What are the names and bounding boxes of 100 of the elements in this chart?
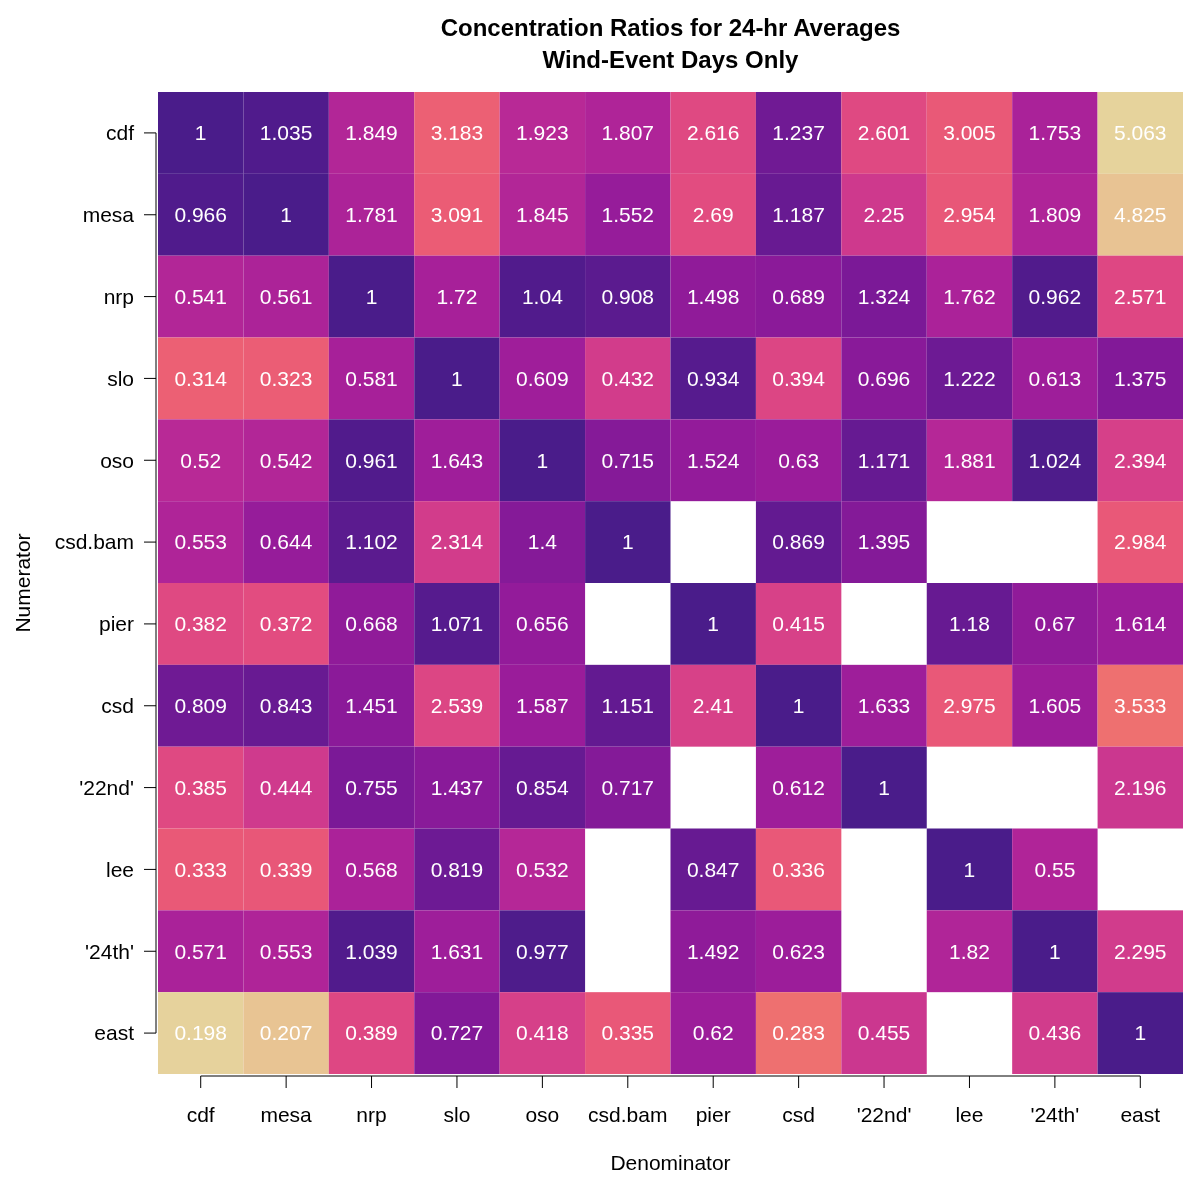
data-label: 0.962 [1028,284,1082,308]
data-label: 1 [878,775,890,799]
data-label: 1.04 [521,284,564,308]
data-label: 2.295 [1114,939,1167,963]
data-label: 0.966 [174,203,227,227]
data-label: 1.845 [516,203,569,227]
x-tick-label: pier [695,1103,731,1126]
y-tick-label: '22nd' [79,775,134,799]
x-tick-label: '24th' [1030,1103,1080,1126]
data-label: 0.415 [772,612,825,636]
data-label: 0.542 [259,448,313,472]
y-tick-label: lee [105,857,134,881]
data-label: 0.336 [772,857,825,881]
data-label: 1 [1049,939,1061,963]
data-label: 1.151 [601,694,655,718]
data-label: 2.975 [943,694,996,718]
data-label: 1.633 [857,694,911,718]
data-label: 1.071 [430,612,484,636]
x-tick-label: csd [782,1103,815,1126]
data-label: 2.571 [1114,284,1167,308]
data-label: 0.62 [692,1021,734,1045]
data-label: 1.809 [1028,203,1082,227]
data-label: 3.005 [943,121,996,145]
data-label: 2.25 [863,203,905,227]
y-tick-label: csd.bam [54,530,134,554]
y-tick-label: cdf [105,121,135,145]
data-label: 5.063 [1114,121,1167,145]
data-label: 1.498 [686,284,740,308]
data-label: 0.436 [1028,1021,1082,1045]
data-label: 1 [194,121,207,145]
data-label: 1.237 [772,121,825,145]
data-label: 0.644 [259,530,313,554]
data-label: 0.908 [601,284,655,308]
data-label: 0.715 [601,448,655,472]
data-label: 1.781 [345,203,398,227]
data-label: 4.825 [1114,203,1167,227]
y-tick-label: oso [100,448,134,472]
data-label: 2.539 [430,694,484,718]
data-label: 1.753 [1028,121,1082,145]
x-tick-label: '22nd' [856,1103,912,1126]
x-tick-label: slo [443,1103,471,1126]
data-label: 1.614 [1114,612,1167,636]
data-label: 1.18 [949,612,990,636]
data-label: 1 [451,366,463,390]
data-label: 0.207 [259,1021,313,1045]
data-label: 0.581 [345,366,398,390]
data-label: 1 [365,284,378,308]
data-label: 0.755 [345,775,398,799]
data-label: 1.222 [943,366,996,390]
data-label: 0.696 [857,366,911,390]
data-label: 0.385 [174,775,227,799]
data-label: 0.613 [1028,366,1082,390]
data-label: 2.954 [943,203,997,227]
data-label: 1.587 [516,694,569,718]
data-label: 0.612 [772,775,825,799]
data-label: 0.847 [686,857,740,881]
y-tick-label: mesa [82,203,135,227]
data-label: 0.444 [259,775,313,799]
data-label: 1.923 [516,121,569,145]
data-label: 0.934 [686,366,740,390]
data-label: 1 [280,203,292,227]
data-label: 0.561 [259,284,313,308]
data-label: 1.492 [686,939,740,963]
x-tick-label: nrp [356,1103,387,1126]
data-label: 0.609 [516,366,569,390]
data-label: 1.024 [1028,448,1082,472]
data-label: 0.717 [601,775,655,799]
data-label: 0.382 [174,612,227,636]
data-label: 0.394 [772,366,826,390]
data-label: 0.727 [430,1021,484,1045]
data-label: 2.616 [686,121,740,145]
x-tick-label: east [1120,1103,1161,1126]
y-tick-label: pier [98,612,134,636]
data-label: 0.335 [601,1021,655,1045]
data-label: 0.198 [174,1021,227,1045]
data-label: 0.571 [174,939,227,963]
data-label: 1.187 [772,203,825,227]
data-label: 0.432 [601,366,655,390]
data-label: 1.324 [857,284,911,308]
data-label: 0.689 [772,284,825,308]
data-label: 0.333 [174,857,227,881]
x-tick-label: lee [955,1103,984,1126]
data-label: 1 [963,857,976,881]
data-label: 1.171 [857,448,911,472]
data-label: 0.63 [778,448,820,472]
data-label: 1.605 [1028,694,1082,718]
x-tick-label: csd.bam [588,1103,668,1126]
data-label: 1.035 [259,121,313,145]
data-label: 0.389 [345,1021,398,1045]
x-tick-label: mesa [260,1103,313,1126]
data-label: 1.849 [345,121,398,145]
data-label: 0.854 [516,775,569,799]
data-label: 1.395 [857,530,911,554]
data-label: 0.553 [174,530,227,554]
data-label: 1.451 [345,694,398,718]
data-label: 0.541 [174,284,227,308]
chart-subtitle: Wind-Event Days Only [542,46,800,73]
y-axis-title: Numerator [11,533,34,633]
data-label: 0.668 [345,612,398,636]
data-label: 1 [621,530,634,554]
